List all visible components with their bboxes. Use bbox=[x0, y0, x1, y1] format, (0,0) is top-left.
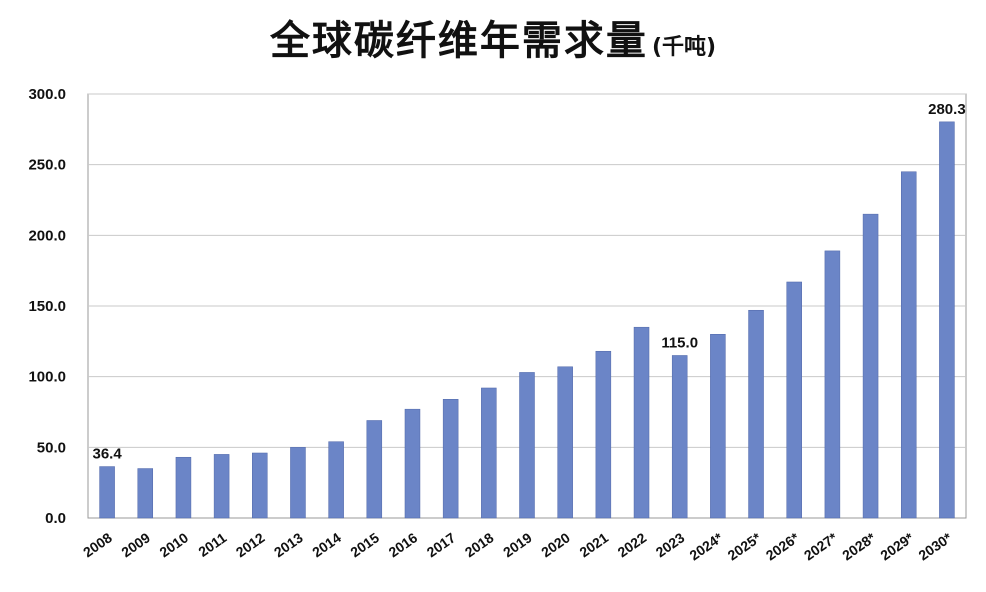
bar bbox=[862, 213, 879, 519]
bar bbox=[213, 454, 230, 519]
chart-title: 全球碳纤维年需求量 bbox=[269, 18, 648, 64]
x-tick-label: 2009 bbox=[118, 529, 153, 560]
bar bbox=[824, 250, 841, 519]
data-label: 280.3 bbox=[928, 101, 966, 118]
bar bbox=[481, 387, 497, 519]
bar bbox=[252, 452, 268, 519]
x-tick-label: 2012 bbox=[233, 529, 268, 560]
bar bbox=[939, 121, 955, 519]
bar bbox=[519, 372, 535, 519]
x-tick-label: 2018 bbox=[462, 529, 497, 560]
x-tick-label: 2030* bbox=[915, 529, 955, 563]
bar bbox=[99, 466, 115, 519]
y-tick-label: 0.0 bbox=[45, 510, 66, 527]
bar bbox=[748, 309, 764, 519]
bar bbox=[710, 334, 726, 519]
x-tick-label: 2020 bbox=[538, 529, 573, 560]
bar bbox=[557, 366, 573, 519]
x-tick-label: 2015 bbox=[347, 529, 382, 560]
x-tick-label: 2024* bbox=[686, 529, 726, 563]
y-tick-label: 250.0 bbox=[28, 157, 66, 174]
y-tick-label: 200.0 bbox=[28, 227, 66, 244]
bar bbox=[175, 456, 192, 519]
bar bbox=[290, 447, 306, 519]
x-tick-label: 2027* bbox=[801, 529, 841, 563]
bar bbox=[137, 468, 154, 519]
data-label: 115.0 bbox=[661, 334, 698, 351]
data-label: 36.4 bbox=[92, 446, 122, 463]
x-tick-label: 2013 bbox=[271, 529, 306, 560]
bar bbox=[366, 420, 383, 519]
bar bbox=[328, 441, 344, 519]
x-tick-label: 2028* bbox=[839, 529, 879, 563]
x-tick-label: 2025* bbox=[725, 529, 765, 563]
bar bbox=[442, 399, 459, 519]
bar bbox=[404, 408, 421, 519]
bar bbox=[786, 281, 802, 519]
x-tick-label: 2014 bbox=[309, 529, 344, 560]
y-tick-label: 50.0 bbox=[37, 439, 66, 456]
chart-title-block: 全球碳纤维年需求量 (千吨) bbox=[0, 8, 986, 66]
x-tick-label: 2011 bbox=[195, 529, 229, 560]
y-tick-label: 100.0 bbox=[28, 369, 66, 386]
x-tick-label: 2021 bbox=[576, 529, 611, 560]
y-tick-label: 300.0 bbox=[28, 86, 66, 103]
bar bbox=[671, 355, 688, 519]
bar bbox=[900, 171, 917, 519]
bar bbox=[595, 350, 612, 519]
bar bbox=[633, 326, 650, 519]
y-tick-label: 150.0 bbox=[28, 298, 66, 315]
x-tick-label: 2010 bbox=[156, 529, 191, 560]
x-tick-label: 2019 bbox=[500, 529, 535, 560]
x-tick-label: 2008 bbox=[80, 529, 115, 560]
chart-unit: (千吨) bbox=[651, 35, 717, 60]
x-tick-label: 2023 bbox=[653, 529, 688, 560]
x-tick-label: 2017 bbox=[424, 529, 459, 560]
x-tick-label: 2016 bbox=[386, 529, 421, 560]
x-tick-label: 2029* bbox=[877, 529, 917, 563]
x-tick-label: 2026* bbox=[763, 529, 803, 563]
x-tick-label: 2022 bbox=[615, 529, 650, 560]
